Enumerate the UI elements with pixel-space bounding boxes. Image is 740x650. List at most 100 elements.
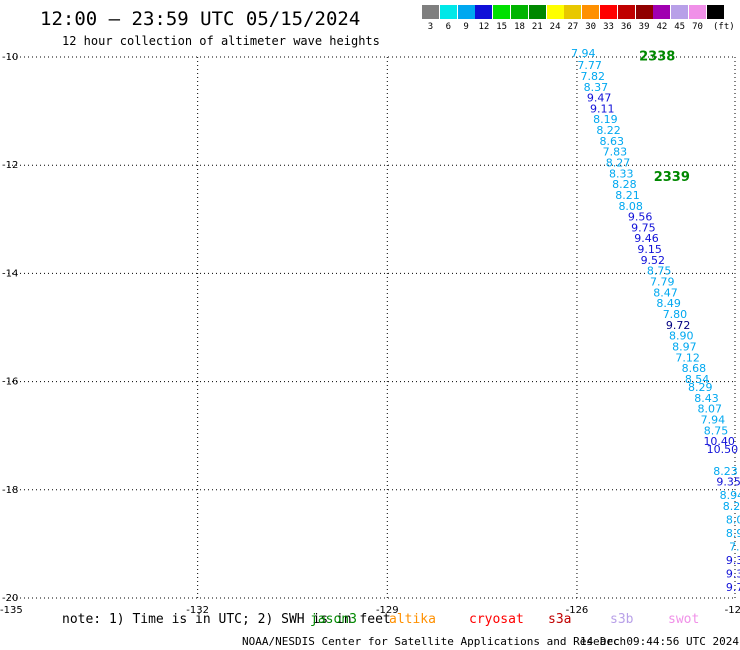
- legend-label: 39: [638, 22, 650, 32]
- legend-swatch: [457, 5, 475, 19]
- lat-tick-label: -18: [2, 485, 18, 496]
- wave-height-value: 8.68: [682, 362, 707, 375]
- legend-label: 15: [496, 22, 508, 32]
- wave-height-value: 7.80: [663, 308, 688, 321]
- wave-height-value: 8.94: [720, 489, 740, 502]
- pass-number-label: 2339: [654, 170, 690, 185]
- wave-height-value: 8.37: [584, 81, 609, 94]
- wave-height-value: 8.21: [615, 189, 640, 202]
- satellite-jason3: jason3: [310, 612, 357, 627]
- wave-height-value: 8.75: [647, 265, 672, 278]
- legend-label: 42: [656, 22, 668, 32]
- legend-label: 21: [531, 22, 543, 32]
- wave-height-value: 8.28: [612, 178, 637, 191]
- legend-label: 27: [567, 22, 579, 32]
- wave-height-value: 7.12: [675, 351, 700, 364]
- wave-height-value: 9.47: [587, 92, 612, 105]
- satellite-s3a: s3a: [548, 612, 572, 627]
- lon-tick-label: -126: [566, 605, 589, 616]
- legend-label: 36: [620, 22, 632, 32]
- wave-height-value: 8.28: [723, 500, 740, 513]
- wave-height-value: 9.56: [628, 211, 653, 224]
- wave-height-value: 9.46: [634, 232, 659, 245]
- wave-height-value: 8.54: [685, 373, 710, 386]
- wave-height-value: 10.50: [707, 443, 739, 456]
- wave-height-value: 10.40: [703, 435, 735, 448]
- legend-swatch: [706, 5, 724, 19]
- wave-height-value: 9.52: [641, 254, 666, 267]
- lat-tick-label: -10: [2, 52, 18, 63]
- legend-swatch: [528, 5, 546, 19]
- wave-height-value: 8.08: [618, 200, 643, 213]
- satellite-altika: altika: [389, 612, 436, 627]
- wave-height-value: 7.82: [581, 70, 606, 83]
- satellite-swot: swot: [668, 612, 700, 627]
- legend-label: 33: [603, 22, 614, 32]
- legend-label: 6: [445, 22, 451, 32]
- satellite-s3b: s3b: [610, 612, 634, 627]
- wave-height-value: 7.94: [571, 47, 596, 60]
- wave-height-value: 8.19: [593, 113, 618, 126]
- wave-height-value: 7.83: [603, 146, 628, 159]
- legend-swatch: [511, 5, 528, 19]
- wave-height-value: 7.79: [650, 276, 675, 289]
- wave-height-value: 8.29: [688, 381, 713, 394]
- legend-swatch: [475, 5, 493, 19]
- legend-swatch: [439, 5, 457, 19]
- lon-tick-label: -132: [186, 605, 209, 616]
- legend-label: 18: [514, 22, 525, 32]
- legend-swatch: [564, 5, 582, 19]
- wave-height-value: 9.11: [590, 102, 615, 115]
- legend-swatch: [635, 5, 653, 19]
- wave-height-value: 9.72: [666, 319, 691, 332]
- wave-height-value: 8.90: [669, 330, 694, 343]
- legend-label: 12: [478, 22, 490, 32]
- legend-label: 24: [549, 22, 561, 32]
- legend-swatch: [422, 5, 439, 19]
- wave-height-value: 8.63: [599, 135, 624, 148]
- wave-height-value: 9.34: [726, 554, 740, 567]
- wave-height-value: 9.35: [716, 476, 740, 489]
- legend-label: 3: [427, 22, 434, 32]
- wave-height-value: 8.22: [596, 124, 621, 137]
- lon-tick-label: -135: [0, 605, 23, 616]
- footnote: note: 1) Time is in UTC; 2) SWH is in fe…: [62, 612, 391, 627]
- wave-height-value: 8.05: [726, 514, 740, 527]
- satellite-cryosat: cryosat: [469, 612, 524, 627]
- legend-swatch: [689, 5, 706, 19]
- lon-tick-label: -129: [376, 605, 399, 616]
- lat-tick-label: -12: [2, 160, 18, 171]
- wave-height-value: 9.15: [637, 243, 662, 256]
- legend-swatch: [546, 5, 564, 19]
- credit-line: NOAA/NESDIS Center for Satellite Applica…: [242, 635, 627, 648]
- lat-tick-label: -20: [2, 593, 18, 604]
- legend-swatch: [617, 5, 635, 19]
- wave-height-value: 8.43: [694, 392, 719, 405]
- generated-timestamp: 14 Dec 09:44:56 UTC 2024: [580, 635, 739, 648]
- legend-unit: (ft): [713, 22, 735, 32]
- wave-height-value: 7.94: [701, 413, 726, 426]
- legend-swatch: [653, 5, 671, 19]
- wave-height-value: 8.27: [606, 156, 631, 169]
- legend-label: 45: [674, 22, 686, 32]
- wave-height-value: 8.07: [697, 403, 722, 416]
- wave-height-value: 8.49: [656, 297, 681, 310]
- lat-tick-label: -16: [2, 377, 18, 388]
- map-title: 12:00 – 23:59 UTC 05/15/2024: [40, 8, 361, 30]
- wave-height-value: 8.97: [672, 340, 697, 353]
- lon-tick-label: -12: [725, 605, 740, 616]
- wave-height-value: 8.75: [704, 424, 729, 437]
- wave-height-value: 8.33: [609, 167, 634, 180]
- wave-height-value: 9.78: [726, 581, 740, 594]
- wave-height-value: 8.96: [726, 527, 740, 540]
- lat-tick-label: -14: [2, 268, 18, 279]
- wave-height-value: 9.38: [726, 568, 740, 581]
- legend-swatch: [582, 5, 600, 19]
- wave-height-value: 7.77: [577, 59, 602, 72]
- legend-swatch: [600, 5, 617, 19]
- pass-number-label: 2338: [639, 49, 675, 64]
- legend-swatch: [493, 5, 511, 19]
- map-subtitle: 12 hour collection of altimeter wave hei…: [62, 34, 380, 48]
- wave-height-value: 8.23: [713, 465, 738, 478]
